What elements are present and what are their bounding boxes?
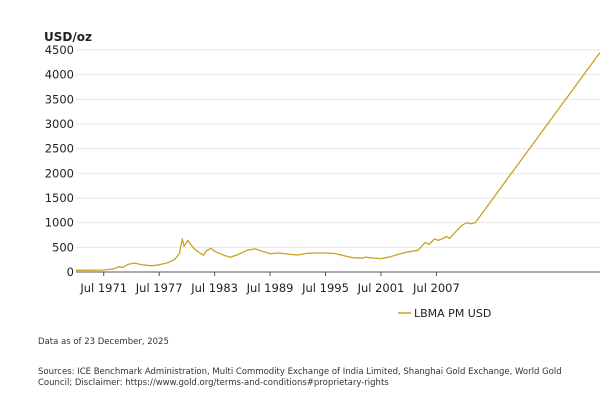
x-tick-label: Jul 2001 [357, 281, 405, 295]
grid-lines [76, 49, 600, 273]
y-tick-label: 2000 [45, 166, 74, 180]
y-tick-label: 3000 [45, 117, 74, 131]
x-axis-ticks: Jul 1971 Jul 1977 Jul 1983 Jul 1989 Jul 1995… [79, 272, 460, 295]
y-tick-label: 3500 [45, 92, 74, 106]
y-tick-label: 4500 [45, 43, 74, 57]
x-tick-label: Jul 1995 [301, 281, 349, 295]
y-tick-label: 2500 [45, 142, 74, 156]
data-date-note: Data as of 23 December, 2025 [38, 337, 169, 347]
y-tick-label: 500 [52, 240, 74, 254]
x-tick-label: Jul 1983 [190, 281, 238, 295]
x-tick-label: Jul 1977 [135, 281, 183, 295]
y-tick-label: 1500 [45, 191, 74, 205]
x-tick-label: Jul 1989 [246, 281, 294, 295]
sources-note: Sources: ICE Benchmark Administration, M… [38, 367, 562, 388]
series-layer [75, 52, 600, 271]
y-tick-label: 0 [67, 265, 74, 279]
y-axis-unit-label: USD/oz [44, 30, 92, 44]
legend-label: LBMA PM USD [414, 307, 491, 320]
y-tick-label: 4000 [45, 68, 74, 82]
x-tick-label: Jul 2007 [412, 281, 460, 295]
y-axis-ticks: 0 500 1000 1500 2000 2500 3000 3500 4000 4500 [45, 43, 74, 279]
y-tick-label: 1000 [45, 216, 74, 230]
legend[interactable]: LBMA PM USD [398, 307, 491, 320]
series-line-lbma-pm-usd [75, 52, 600, 271]
x-tick-label: Jul 1971 [79, 281, 127, 295]
